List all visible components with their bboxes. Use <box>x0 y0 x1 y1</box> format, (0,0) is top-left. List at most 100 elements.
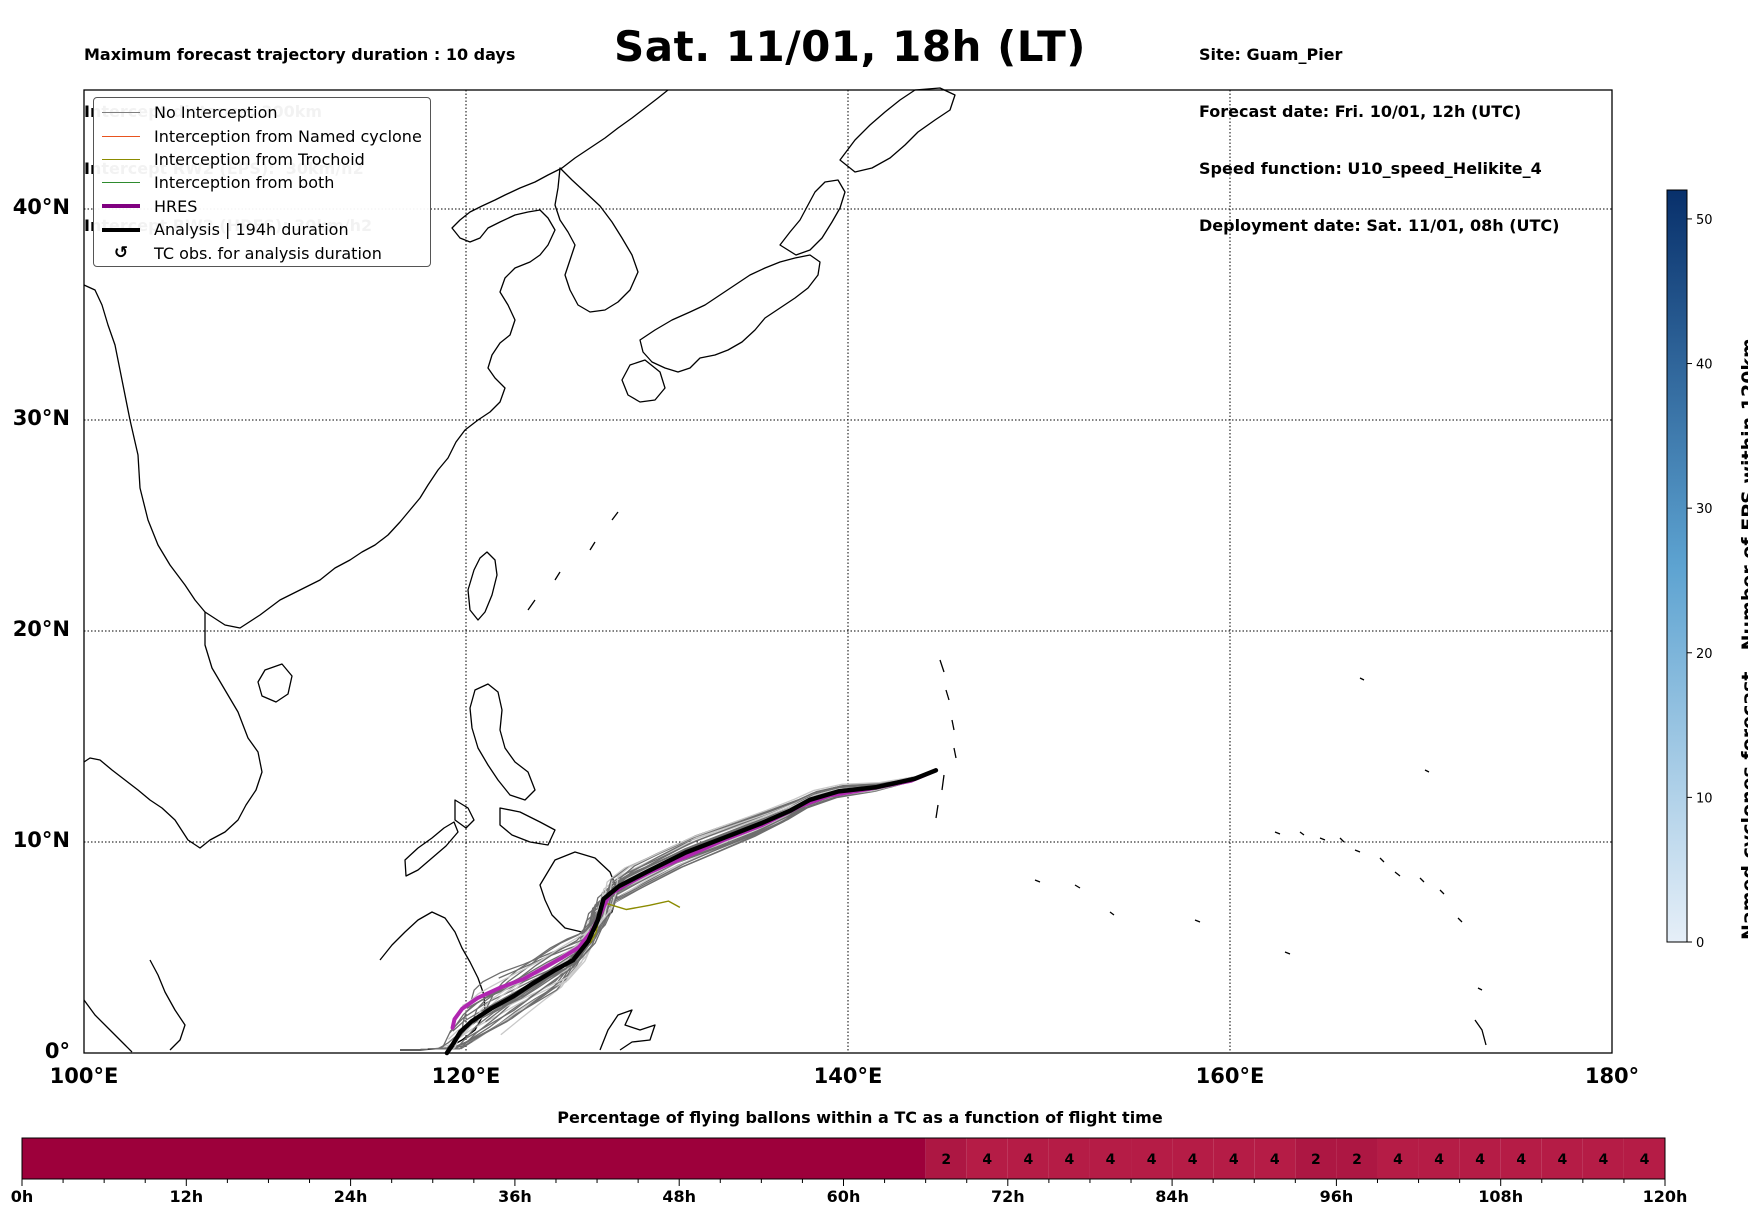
lat-tick-label: 10°N <box>12 828 70 852</box>
timeline-segment <box>22 1138 926 1179</box>
timeline-segment <box>1007 1138 1049 1179</box>
ensemble-track <box>429 769 937 1050</box>
legend-label: TC obs. for analysis duration <box>154 243 382 263</box>
ensemble-track <box>498 769 937 979</box>
colorbar-tick-label: 0 <box>1696 936 1704 951</box>
timeline-segment <box>1048 1138 1090 1179</box>
timeline-segment <box>1418 1138 1460 1179</box>
map-legend: No Interception Interception from Named c… <box>93 97 431 267</box>
timeline-segment <box>966 1138 1008 1179</box>
ensemble-track <box>480 769 937 1016</box>
lon-tick-label: 160°E <box>1195 1064 1265 1088</box>
colorbar-tick-label: 10 <box>1696 791 1713 806</box>
timeline-segment-label: 4 <box>1270 1152 1280 1168</box>
timeline-segment-label: 4 <box>1393 1152 1403 1168</box>
timeline-segment-label: 4 <box>1434 1152 1444 1168</box>
legend-item: Interception from both <box>102 171 422 194</box>
map-frame <box>83 89 1613 1054</box>
lon-tick-label: 100°E <box>49 1064 119 1088</box>
colorbar-tick-label: 20 <box>1696 647 1713 662</box>
legend-item: No Interception <box>102 101 422 124</box>
legend-item: Interception from Trochoid <box>102 148 422 171</box>
timeline-hour-label: 120h <box>1642 1187 1688 1206</box>
timeline-segment-label: 4 <box>1023 1152 1033 1168</box>
colorbar-ticks: 0 10 20 30 40 50 <box>1687 213 1713 951</box>
header-speed-function: Speed function: U10_speed_Helikite_4 <box>1199 159 1542 178</box>
header-info-right: Site: Guam_Pier Forecast date: Fri. 10/0… <box>1199 7 1559 254</box>
lon-tick-label: 120°E <box>431 1064 501 1088</box>
timeline-segment-label: 4 <box>1106 1152 1116 1168</box>
timeline-segment <box>1131 1138 1173 1179</box>
timeline-segment <box>1295 1138 1337 1179</box>
colorbar-tick-label: 40 <box>1696 358 1713 373</box>
timeline-segment <box>925 1138 967 1179</box>
colorbar-tick-label: 50 <box>1696 213 1713 228</box>
timeline-segment-label: 4 <box>1475 1152 1485 1168</box>
legend-label: No Interception <box>154 103 278 123</box>
legend-line-icon <box>102 158 140 160</box>
ensemble-track <box>500 769 937 1036</box>
timeline-ticks <box>21 1179 1666 1186</box>
timeline-hour-label: 0h <box>10 1187 34 1206</box>
timeline-hour-label: 60h <box>826 1187 861 1206</box>
timeline-segment <box>1541 1138 1583 1179</box>
header-forecast-date: Forecast date: Fri. 10/01, 12h (UTC) <box>1199 102 1522 121</box>
timeline-segment-label: 2 <box>1352 1152 1362 1168</box>
timeline-hour-label: 48h <box>662 1187 697 1206</box>
timeline-title: Percentage of flying ballons within a TC… <box>557 1108 1163 1127</box>
legend-line-icon <box>102 112 140 114</box>
tc-symbol-icon: ↺ <box>113 243 129 264</box>
ensemble-track <box>462 769 937 1007</box>
timeline-segment <box>1623 1138 1665 1179</box>
legend-item: ↺ TC obs. for analysis duration <box>102 241 422 264</box>
lat-tick-label: 20°N <box>12 617 70 641</box>
hres-trajectory <box>450 768 938 1030</box>
timeline-segment <box>1336 1138 1378 1179</box>
legend-label: Analysis | 194h duration <box>154 220 349 240</box>
lat-tick-label: 30°N <box>12 406 70 430</box>
lat-tick-label: 40°N <box>12 195 70 219</box>
colorbar-tick-label: 30 <box>1696 502 1713 517</box>
timeline-hour-label: 36h <box>498 1187 532 1206</box>
ensemble-track <box>493 769 937 996</box>
timeline-hour-label: 72h <box>990 1187 1025 1206</box>
timeline-hour-label: 84h <box>1155 1187 1189 1206</box>
map-title: Sat. 11/01, 18h (LT) <box>614 22 1086 71</box>
lon-tick-label: 180° <box>1584 1064 1640 1088</box>
timeline-hour-label: 12h <box>169 1187 204 1206</box>
timeline-segment-label: 4 <box>1065 1152 1075 1168</box>
timeline-segment-label: 4 <box>1599 1152 1609 1168</box>
legend-label: Interception from Trochoid <box>154 149 365 169</box>
timeline-segment-label: 4 <box>1147 1152 1157 1168</box>
timeline-segment-label: 2 <box>1311 1152 1321 1168</box>
timeline-segment <box>1377 1138 1419 1179</box>
timeline-segment <box>1459 1138 1501 1179</box>
colorbar-label: Named cyclones forecast - Number of EPS … <box>1738 338 1748 940</box>
timeline-bar: 2 4 4 4 4 4 4 4 4 2 2 4 4 4 4 4 4 4 <box>21 1137 1666 1180</box>
legend-label: HRES <box>154 196 198 216</box>
header-deployment-date: Deployment date: Sat. 11/01, 08h (UTC) <box>1199 216 1560 235</box>
timeline-segment-label: 2 <box>941 1152 951 1168</box>
legend-label: Interception from both <box>154 173 335 193</box>
legend-item: Interception from Named cyclone <box>102 124 422 147</box>
lat-tick-label: 0° <box>44 1039 70 1063</box>
timeline-segment-label: 4 <box>982 1152 992 1168</box>
timeline-segment <box>1213 1138 1255 1179</box>
timeline-segment <box>1500 1138 1542 1179</box>
map-gridlines <box>84 90 1612 1053</box>
legend-label: Interception from Named cyclone <box>154 126 422 146</box>
timeline-segment-label: 4 <box>1557 1152 1567 1168</box>
legend-line-icon <box>102 182 140 184</box>
timeline-segment-label: 4 <box>1516 1152 1526 1168</box>
ensemble-track <box>452 769 937 1050</box>
timeline-segment <box>1089 1138 1132 1179</box>
ensemble-track <box>476 769 937 1024</box>
header-max-duration: Maximum forecast trajectory duration : 1… <box>84 45 516 64</box>
timeline-segment-label: 4 <box>1188 1152 1198 1168</box>
legend-line-icon <box>102 204 140 209</box>
colorbar <box>1666 189 1688 943</box>
trochoid-track <box>605 900 681 911</box>
legend-item: HRES <box>102 195 422 218</box>
timeline-segment <box>1172 1138 1214 1179</box>
